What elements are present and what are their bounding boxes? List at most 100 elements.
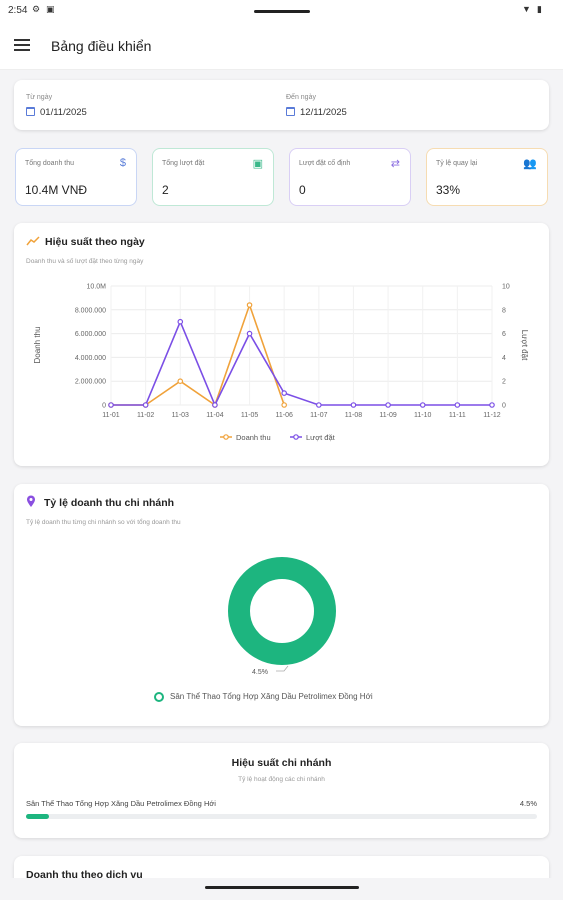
to-date-label: Đến ngày [286, 94, 316, 101]
x-tick-label: 11-04 [206, 412, 223, 419]
branch-donut-chart: 4.5% [228, 557, 336, 676]
branch-share-subtitle: Tỷ lệ doanh thu từng chi nhánh so với tổ… [26, 519, 181, 526]
legend-bookings[interactable]: Lượt đặt [290, 433, 336, 442]
menu-icon[interactable] [12, 36, 32, 56]
legend-swatch [154, 692, 164, 702]
x-tick-label: 11-12 [483, 412, 500, 419]
data-point[interactable] [316, 402, 322, 408]
calendar-icon [286, 107, 295, 116]
y-left-tick-label: 4.000.000 [75, 355, 106, 362]
y-right-tick-label: 8 [502, 307, 506, 314]
stat-value: 10.4M VNĐ [25, 183, 88, 197]
data-point[interactable] [108, 402, 114, 408]
status-time: 2:54 [8, 5, 28, 16]
daily-performance-title: Hiệu suất theo ngày [45, 236, 145, 248]
stat-label: Lượt đặt cố định [299, 160, 351, 167]
donut-legend-label[interactable]: Sân Thể Thao Tổng Hợp Xăng Dầu Petrolime… [170, 692, 373, 701]
legend-revenue[interactable]: Doanh thu [220, 433, 271, 442]
data-point[interactable] [489, 402, 495, 408]
x-tick-label: 11-05 [241, 412, 258, 419]
branch-name: Sân Thể Thao Tổng Hợp Xăng Dầu Petrolime… [26, 799, 216, 808]
data-point[interactable] [385, 402, 391, 408]
calendar-check-icon: ▣ [252, 158, 263, 170]
date-range-card: Từ ngày 01/11/2025 Đến ngày 12/11/2025 [14, 80, 549, 130]
branch-share-card: Tỷ lệ doanh thu chi nhánh Tỷ lệ doanh th… [14, 484, 549, 726]
stat-card-total-revenue[interactable]: Tổng doanh thu $ 10.4M VNĐ [15, 148, 137, 206]
stat-card-fixed-bookings[interactable]: Lượt đặt cố định ⇄ 0 [289, 148, 411, 206]
donut-slice-label: 4.5% [252, 669, 268, 676]
trend-icon [26, 236, 40, 246]
data-point[interactable] [454, 402, 461, 408]
donut-slice[interactable] [228, 557, 336, 665]
page-title: Bảng điều khiển [51, 38, 152, 54]
y-right-tick-label: 6 [502, 331, 506, 338]
stat-value: 2 [162, 183, 169, 197]
data-point[interactable] [281, 402, 287, 408]
to-date-input[interactable]: 12/11/2025 [300, 107, 347, 118]
x-tick-label: 11-10 [414, 412, 431, 419]
x-tick-label: 11-01 [102, 412, 119, 419]
dollar-icon: $ [119, 157, 126, 169]
y-axis-left-label: Doanh thu [33, 327, 42, 364]
y-right-tick-label: 10 [502, 284, 510, 291]
x-tick-label: 11-06 [275, 412, 292, 419]
gesture-nav-bar[interactable] [205, 886, 359, 889]
y-right-tick-label: 4 [502, 355, 506, 362]
y-left-tick-label: 2.000.000 [75, 379, 106, 386]
stat-card-total-bookings[interactable]: Tổng lượt đặt ▣ 2 [152, 148, 274, 206]
data-point[interactable] [212, 402, 218, 408]
status-bar: 2:54 ⚙ ▣ ▼ ▮ [0, 0, 563, 22]
data-point[interactable] [142, 402, 149, 408]
data-point[interactable] [246, 330, 253, 337]
sim-icon: ▣ [46, 4, 55, 14]
x-tick-label: 11-03 [172, 412, 189, 419]
data-point[interactable] [177, 318, 184, 325]
x-tick-label: 11-11 [449, 412, 466, 419]
y-axis-right-label: Lượt đặt [520, 330, 529, 361]
branch-share-title: Tỷ lệ doanh thu chi nhánh [44, 497, 175, 509]
y-right-tick-label: 2 [502, 379, 506, 386]
users-icon: 👥 [523, 158, 537, 170]
from-date-input[interactable]: 01/11/2025 [40, 107, 87, 118]
location-pin-icon [27, 495, 35, 507]
x-tick-label: 11-02 [137, 412, 154, 419]
stat-label: Tổng lượt đặt [162, 160, 205, 167]
branch-progress-track [26, 814, 537, 819]
branch-percent: 4.5% [519, 799, 537, 808]
branch-performance-card: Hiệu suất chi nhánh Tỷ lệ hoạt động các … [14, 743, 549, 838]
app-bar: Bảng điều khiển [0, 22, 563, 70]
wifi-icon: ▼ [522, 4, 531, 14]
stat-label: Tổng doanh thu [25, 160, 75, 167]
branch-performance-title: Hiệu suất chi nhánh [231, 757, 332, 769]
data-point[interactable] [281, 390, 287, 396]
stat-value: 0 [299, 183, 306, 197]
settings-icon: ⚙ [32, 4, 41, 14]
data-point[interactable] [246, 302, 253, 308]
y-left-tick-label: 0 [102, 403, 106, 410]
stat-card-return-rate[interactable]: Tỷ lệ quay lại 👥 33% [426, 148, 548, 206]
data-point[interactable] [350, 402, 357, 408]
branch-performance-subtitle: Tỷ lệ hoạt động các chi nhánh [238, 776, 325, 783]
data-point[interactable] [177, 378, 184, 385]
y-left-tick-label: 8.000.000 [75, 307, 106, 314]
branch-progress-fill [26, 814, 49, 819]
y-left-tick-label: 10.0M [87, 284, 107, 291]
repeat-icon: ⇄ [390, 158, 400, 170]
daily-performance-chart: 0 2.000.000 4.000.000 6.000.000 8.000.000 10.… [33, 284, 529, 443]
calendar-icon [26, 107, 35, 116]
x-tick-label: 11-08 [345, 412, 362, 419]
x-tick-label: 11-09 [379, 412, 396, 419]
battery-icon: ▮ [537, 4, 542, 14]
stat-value: 33% [436, 183, 461, 197]
daily-performance-card: Hiệu suất theo ngày Doanh thu và số lượt… [14, 223, 549, 466]
legend-revenue-label: Doanh thu [236, 433, 271, 442]
slice-leader-line [276, 665, 289, 672]
series-line-bookings [111, 319, 492, 407]
from-date-label: Từ ngày [26, 94, 53, 101]
y-right-tick-label: 0 [502, 403, 506, 410]
bottom-nav-area [0, 878, 563, 900]
camera-notch [254, 10, 310, 13]
data-point[interactable] [419, 402, 426, 408]
series-line-revenue [111, 302, 285, 407]
stat-label: Tỷ lệ quay lại [436, 160, 478, 167]
